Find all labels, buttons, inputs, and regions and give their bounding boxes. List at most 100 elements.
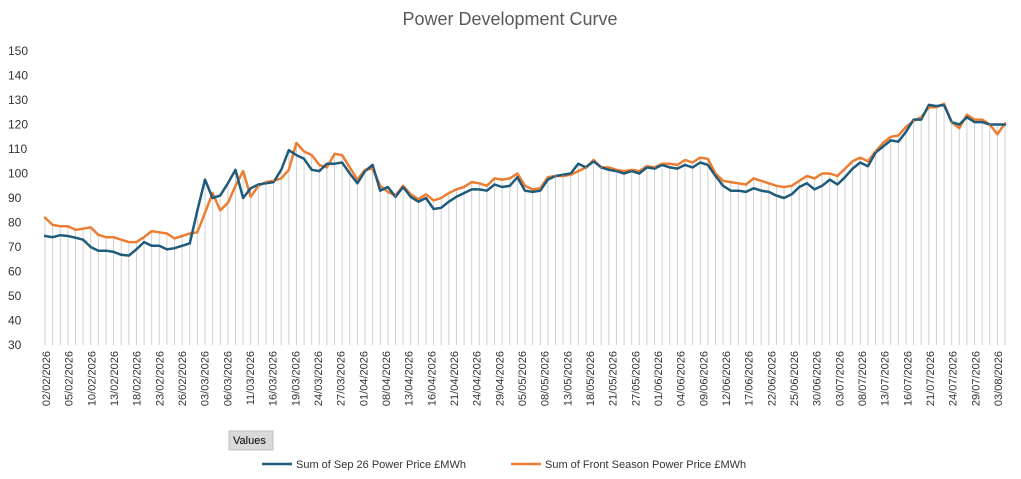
data-point [920,118,922,121]
data-point [394,194,397,197]
data-point [768,191,770,193]
x-tick-label: 27/03/2026 [336,351,348,406]
x-tick-label: 22/06/2026 [766,351,778,406]
data-point [348,172,351,175]
data-point [889,135,892,138]
data-point [760,180,762,182]
x-tick-label: 26/02/2026 [177,351,189,406]
data-point [516,172,519,175]
data-point [798,186,801,188]
data-point [630,170,633,172]
y-tick-label: 70 [8,240,22,254]
data-point [745,183,747,186]
data-point [394,195,397,198]
x-tick-label: 17/06/2026 [744,351,756,406]
data-point [341,161,343,164]
data-point [996,133,999,136]
data-point [668,162,671,165]
data-point [82,227,84,230]
data-point [493,177,496,180]
data-point [684,159,686,161]
x-tick-label: 05/02/2026 [64,351,76,406]
data-point [981,118,983,121]
x-tick-label: 06/03/2026 [222,351,234,406]
data-point [707,164,709,166]
data-point [844,167,846,170]
x-tick-label: 02/02/2026 [41,351,53,406]
data-point [455,188,458,191]
x-tick-label: 01/04/2026 [358,351,370,406]
data-point [592,159,595,161]
data-point [950,121,953,123]
data-point [242,197,244,199]
data-point [196,209,199,212]
data-point [630,169,633,171]
data-point [59,234,62,237]
data-point [813,188,816,191]
data-point [889,139,892,142]
data-point [928,106,930,109]
data-point [318,164,321,166]
data-point [89,246,92,248]
data-point [531,191,534,193]
data-point [364,170,366,172]
x-tick-label: 13/05/2026 [562,351,574,406]
data-point [874,150,877,153]
y-tick-label: 60 [8,265,22,279]
data-point [943,102,945,105]
data-point [935,106,938,109]
data-point [59,225,62,227]
data-point [112,236,115,238]
x-tick-label: 11/03/2026 [245,351,257,405]
data-point [242,170,244,172]
data-point [82,238,84,241]
data-point [608,166,610,169]
data-point [288,149,290,152]
data-point [501,178,503,181]
data-point [882,145,884,148]
data-point [646,165,648,167]
data-point [1004,123,1006,126]
data-point [623,170,625,172]
values-field-button[interactable]: Values [228,430,274,451]
data-point [592,160,595,163]
x-tick-label: 16/04/2026 [426,351,438,406]
data-point [425,197,427,199]
data-point [318,170,321,172]
data-point [897,134,900,137]
data-point [303,150,305,153]
data-point [851,160,854,163]
data-point [234,184,237,187]
data-point [783,197,785,199]
data-point [714,175,717,177]
data-point [996,123,999,126]
y-tick-label: 140 [8,69,28,83]
data-point [425,193,427,196]
data-point [288,169,290,171]
data-point [371,167,374,170]
x-tick-label: 12/06/2026 [721,351,733,406]
y-tick-label: 100 [8,167,28,181]
data-point [608,169,610,171]
x-tick-label: 23/02/2026 [154,351,166,406]
data-point [760,189,762,192]
data-point [402,184,404,187]
x-tick-label: 09/06/2026 [698,351,710,406]
legend-label: Sum of Sep 26 Power Price £MWh [296,459,466,471]
data-point [379,184,382,187]
x-tick-label: 03/07/2026 [834,351,846,406]
data-point [722,180,724,182]
data-point [676,167,679,170]
data-point [790,193,793,196]
x-tick-label: 13/04/2026 [404,351,416,406]
data-point [265,182,267,185]
data-point [227,202,229,204]
data-point [402,186,404,188]
data-point [684,164,686,166]
data-point [67,235,69,237]
data-point [722,184,724,187]
x-tick-label: 24/03/2026 [313,351,325,406]
data-point [562,175,564,177]
data-point [470,181,473,183]
